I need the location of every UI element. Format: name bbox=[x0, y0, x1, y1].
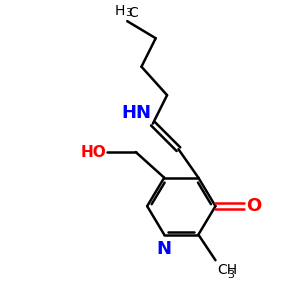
Text: HO: HO bbox=[80, 145, 106, 160]
Text: H: H bbox=[115, 4, 125, 18]
Text: HN: HN bbox=[122, 104, 152, 122]
Text: O: O bbox=[246, 197, 261, 215]
Text: C: C bbox=[129, 6, 138, 20]
Text: 3: 3 bbox=[125, 8, 132, 18]
Text: N: N bbox=[157, 240, 172, 258]
Text: CH: CH bbox=[217, 263, 237, 277]
Text: 3: 3 bbox=[227, 270, 234, 280]
